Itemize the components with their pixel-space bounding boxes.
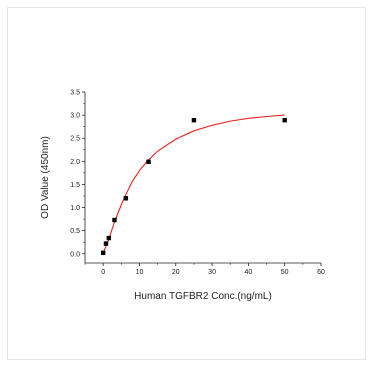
x-tick-label: 20: [172, 269, 180, 276]
x-tick-label: 0: [101, 269, 105, 276]
y-axis-title: OD Value (450nm): [40, 136, 51, 219]
ticks: 0 10 20 30 40 50 60 0.0 0.5 1.0 1.5 2.0 2.5 3.0 3.5: [70, 90, 325, 277]
x-tick-label: 40: [244, 269, 252, 276]
y-tick-label: 2.0: [70, 159, 80, 166]
x-tick-label: 50: [281, 269, 289, 276]
y-tick-label: 3.0: [70, 113, 80, 120]
data-point: [100, 250, 106, 256]
y-tick-label: 1.0: [70, 205, 80, 212]
x-tick-label: 60: [317, 269, 325, 276]
y-tick-label: 0.5: [70, 228, 80, 235]
x-axis-title: Human TGFBR2 Conc.(ng/mL): [134, 291, 272, 302]
data-points: [100, 117, 287, 256]
y-tick-label: 2.5: [70, 136, 80, 143]
data-point: [191, 117, 197, 123]
x-tick-label: 30: [208, 269, 216, 276]
axes: [84, 92, 321, 264]
data-point: [106, 235, 112, 241]
data-point: [146, 159, 151, 164]
data-point: [103, 241, 109, 246]
fit-curve-group: [102, 114, 285, 254]
data-point: [282, 117, 287, 123]
x-tick-label: 10: [136, 269, 144, 276]
y-tick-label: 0.0: [70, 251, 80, 258]
fit-curve: [102, 114, 285, 254]
data-point: [112, 217, 117, 223]
y-tick-label: 1.5: [70, 182, 80, 189]
figure-frame: [7, 7, 366, 360]
y-tick-label: 3.5: [70, 90, 80, 97]
data-point: [123, 196, 129, 201]
